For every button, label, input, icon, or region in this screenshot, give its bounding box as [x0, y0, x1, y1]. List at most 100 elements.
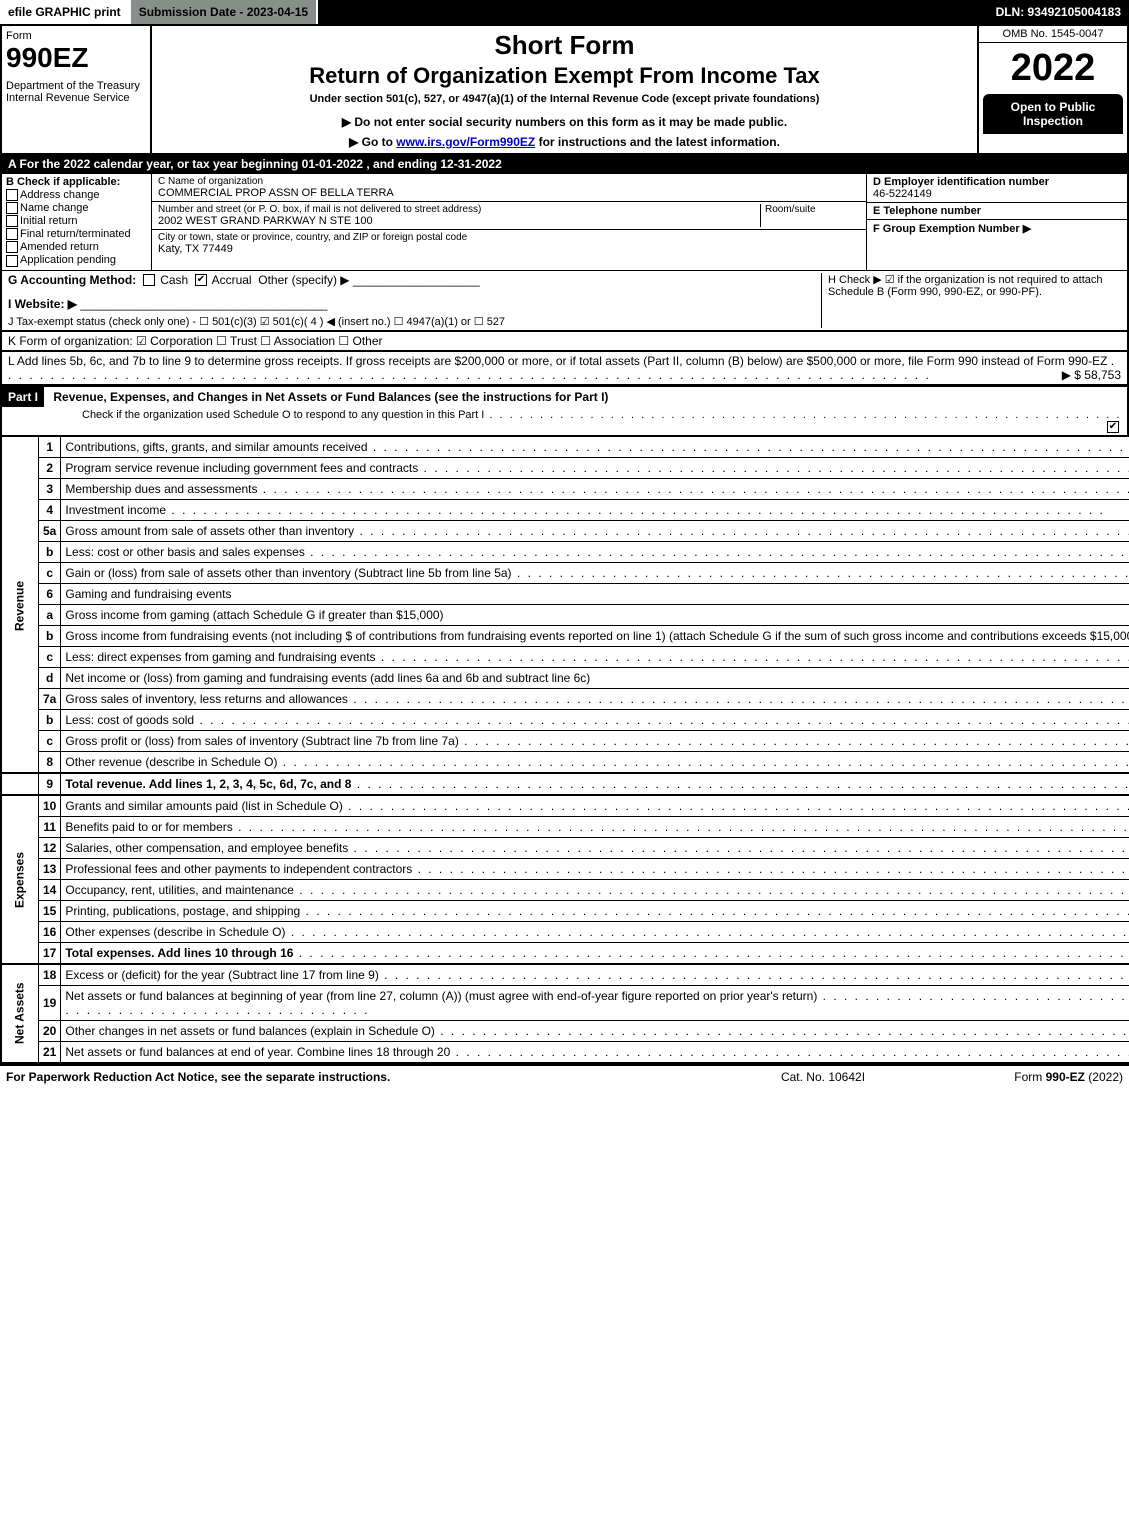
l19-desc: Net assets or fund balances at beginning…: [65, 989, 817, 1003]
top-bar: efile GRAPHIC print Submission Date - 20…: [0, 0, 1129, 24]
org-city: Katy, TX 77449: [158, 243, 860, 255]
c-street-label: Number and street (or P. O. box, if mail…: [158, 204, 760, 215]
open-public-badge: Open to Public Inspection: [983, 94, 1123, 134]
l6a-desc: Gross income from gaming (attach Schedul…: [65, 608, 443, 622]
l8-desc: Other revenue (describe in Schedule O): [65, 755, 277, 769]
irs-link[interactable]: www.irs.gov/Form990EZ: [396, 135, 535, 149]
row-4: 4 Investment income 4 7: [1, 499, 1129, 520]
g-cash: Cash: [160, 273, 188, 287]
l6b-num: b: [39, 625, 61, 646]
org-name: COMMERCIAL PROP ASSN OF BELLA TERRA: [158, 187, 860, 199]
row-7b: b Less: cost of goods sold 7b: [1, 709, 1129, 730]
l12-num: 12: [39, 837, 61, 858]
part1-sub-text: Check if the organization used Schedule …: [82, 409, 484, 421]
l-value: ▶ $ 58,753: [1062, 368, 1121, 382]
revenue-vlabel: Revenue: [1, 437, 39, 773]
part1-sub: Check if the organization used Schedule …: [2, 407, 1127, 435]
chk-application-pending[interactable]: Application pending: [6, 254, 147, 266]
row-7c: c Gross profit or (loss) from sales of i…: [1, 730, 1129, 751]
chk-cash[interactable]: [143, 274, 155, 286]
row-21: 21 Net assets or fund balances at end of…: [1, 1041, 1129, 1063]
l12-desc: Salaries, other compensation, and employ…: [65, 841, 348, 855]
l8-num: 8: [39, 751, 61, 773]
form-header-left: Form 990EZ Department of the Treasury In…: [2, 26, 152, 153]
topbar-spacer: [318, 0, 987, 24]
d-row: D Employer identification number 46-5224…: [867, 174, 1127, 203]
g-accrual: Accrual: [212, 273, 252, 287]
l15-desc: Printing, publications, postage, and shi…: [65, 904, 300, 918]
c-city-row: City or town, state or province, country…: [152, 230, 866, 257]
footer-notice: For Paperwork Reduction Act Notice, see …: [6, 1070, 723, 1084]
l20-desc: Other changes in net assets or fund bala…: [65, 1024, 435, 1038]
block-gh: G Accounting Method: Cash Accrual Other …: [0, 270, 1129, 332]
row-11: 11 Benefits paid to or for members 11: [1, 816, 1129, 837]
row-7a: 7a Gross sales of inventory, less return…: [1, 688, 1129, 709]
l6d-desc: Net income or (loss) from gaming and fun…: [61, 667, 1129, 688]
rev-end: [1, 773, 39, 795]
row-6a: a Gross income from gaming (attach Sched…: [1, 604, 1129, 625]
l21-desc: Net assets or fund balances at end of ye…: [65, 1045, 450, 1059]
l10-num: 10: [39, 795, 61, 817]
goto-post: for instructions and the latest informat…: [535, 135, 780, 149]
l20-num: 20: [39, 1020, 61, 1041]
footer-right-form: 990-EZ: [1046, 1070, 1085, 1084]
l7b-num: b: [39, 709, 61, 730]
footer-formref: Form 990-EZ (2022): [923, 1070, 1123, 1084]
section-def: D Employer identification number 46-5224…: [867, 174, 1127, 270]
row-18: Net Assets 18 Excess or (deficit) for th…: [1, 964, 1129, 986]
chk-accrual[interactable]: [195, 274, 207, 286]
ein-value: 46-5224149: [873, 188, 1121, 200]
row-3: 3 Membership dues and assessments 3 51,1…: [1, 478, 1129, 499]
l11-desc: Benefits paid to or for members: [65, 820, 232, 834]
netassets-vlabel: Net Assets: [1, 964, 39, 1063]
l5a-desc: Gross amount from sale of assets other t…: [65, 524, 354, 538]
l11-num: 11: [39, 816, 61, 837]
chk-address-change[interactable]: Address change: [6, 189, 147, 201]
l13-num: 13: [39, 858, 61, 879]
chk-schedule-o[interactable]: [1107, 421, 1119, 433]
dept-label: Department of the Treasury Internal Reve…: [6, 80, 146, 104]
l7c-desc: Gross profit or (loss) from sales of inv…: [65, 734, 458, 748]
part1-header: Part I Revenue, Expenses, and Changes in…: [0, 386, 1129, 437]
l9-num: 9: [39, 773, 61, 795]
chk-final-return[interactable]: Final return/terminated: [6, 228, 147, 240]
l21-num: 21: [39, 1041, 61, 1063]
e-row: E Telephone number: [867, 203, 1127, 220]
ssn-warning: ▶ Do not enter social security numbers o…: [158, 115, 971, 129]
line-l: L Add lines 5b, 6c, and 7b to line 9 to …: [0, 352, 1129, 386]
row-5a: 5a Gross amount from sale of assets othe…: [1, 520, 1129, 541]
g-other: Other (specify) ▶: [258, 273, 349, 287]
l16-num: 16: [39, 921, 61, 942]
l2-desc: Program service revenue including govern…: [65, 461, 418, 475]
part1-table: Revenue 1 Contributions, gifts, grants, …: [0, 437, 1129, 1064]
row-9: 9 Total revenue. Add lines 1, 2, 3, 4, 5…: [1, 773, 1129, 795]
l5b-desc: Less: cost or other basis and sales expe…: [65, 545, 304, 559]
footer-catno: Cat. No. 10642I: [723, 1070, 923, 1084]
l16-desc: Other expenses (describe in Schedule O): [65, 925, 285, 939]
l1-desc: Contributions, gifts, grants, and simila…: [65, 440, 367, 454]
d-label: D Employer identification number: [873, 176, 1121, 188]
omb-number: OMB No. 1545-0047: [979, 26, 1127, 43]
l6d-num: d: [39, 667, 61, 688]
form-header-right: OMB No. 1545-0047 2022 Open to Public In…: [977, 26, 1127, 153]
l6-num: 6: [39, 583, 61, 604]
c-city-label: City or town, state or province, country…: [158, 232, 860, 243]
l13-desc: Professional fees and other payments to …: [65, 862, 412, 876]
l7c-num: c: [39, 730, 61, 751]
row-12: 12 Salaries, other compensation, and emp…: [1, 837, 1129, 858]
efile-print-button[interactable]: efile GRAPHIC print: [0, 0, 131, 24]
l18-desc: Excess or (deficit) for the year (Subtra…: [65, 968, 378, 982]
l6-desc: Gaming and fundraising events: [61, 583, 1129, 604]
l5b-num: b: [39, 541, 61, 562]
chk-initial-return[interactable]: Initial return: [6, 215, 147, 227]
chk-name-change[interactable]: Name change: [6, 202, 147, 214]
chk-final-return-label: Final return/terminated: [20, 228, 131, 240]
chk-amended-return-label: Amended return: [20, 241, 99, 253]
row-8: 8 Other revenue (describe in Schedule O)…: [1, 751, 1129, 773]
row-5c: c Gain or (loss) from sale of assets oth…: [1, 562, 1129, 583]
org-street: 2002 WEST GRAND PARKWAY N STE 100: [158, 215, 760, 227]
chk-amended-return[interactable]: Amended return: [6, 241, 147, 253]
section-c: C Name of organization COMMERCIAL PROP A…: [152, 174, 867, 270]
form-header-center: Short Form Return of Organization Exempt…: [152, 26, 977, 153]
footer-right-pre: Form: [1014, 1070, 1045, 1084]
